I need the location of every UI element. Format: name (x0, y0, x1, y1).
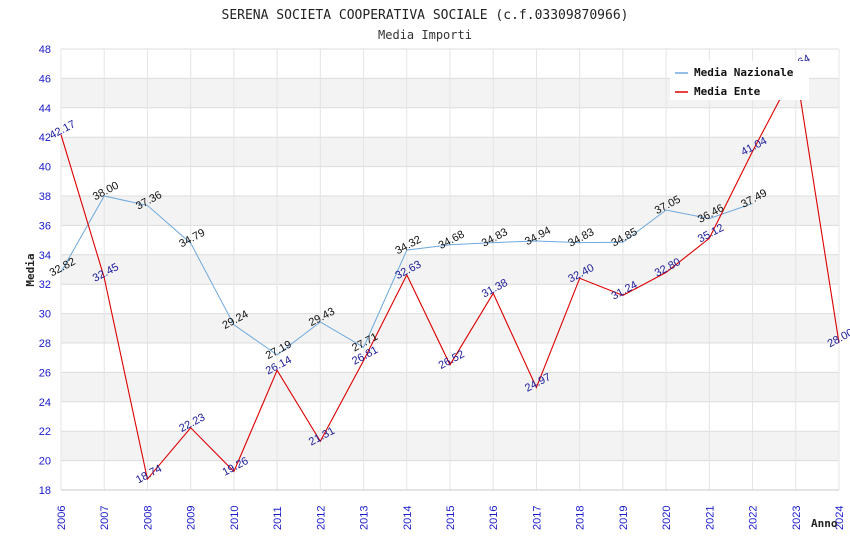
y-tick-label: 20 (39, 456, 51, 468)
legend-label-ente: Media Ente (694, 85, 761, 98)
series-group (60, 67, 840, 481)
y-tick-label: 40 (39, 162, 51, 174)
y-tick-label: 34 (39, 250, 51, 262)
x-tick-label: 2008 (142, 506, 154, 530)
x-tick-label: 2009 (186, 506, 198, 530)
x-axis-title: Anno (811, 517, 838, 530)
legend: Media Nazionale Media Ente (670, 61, 809, 100)
x-tick-label: 2021 (704, 506, 716, 530)
x-tick-label: 2013 (359, 506, 371, 530)
series-line-nazionale (60, 195, 753, 356)
data-label-ente: 18.74 (134, 463, 164, 487)
y-tick-label: 22 (39, 426, 51, 438)
legend-label-nazionale: Media Nazionale (694, 66, 794, 79)
chart-title: SERENA SOCIETA COOPERATIVA SOCIALE (c.f.… (222, 8, 629, 23)
x-tick-label: 2017 (531, 506, 543, 530)
data-label-ente: 26.52 (437, 348, 467, 372)
y-tick-label: 44 (39, 103, 51, 115)
x-tick-label: 2007 (99, 506, 111, 530)
x-tick-label: 2011 (272, 506, 284, 530)
x-tick-label: 2019 (618, 506, 630, 530)
x-tick-label: 2014 (402, 506, 414, 530)
y-tick-label: 42 (39, 132, 51, 144)
grid (60, 48, 840, 491)
y-tick-label: 46 (39, 73, 51, 85)
series-line-ente (60, 67, 840, 481)
x-tick-label: 2024 (834, 506, 846, 530)
y-tick-label: 48 (39, 44, 51, 56)
legend-box (670, 61, 809, 100)
y-tick-label: 36 (39, 220, 51, 232)
x-tick-label: 2023 (791, 506, 803, 530)
data-label-nazionale: 34.83 (480, 226, 510, 250)
y-tick-label: 32 (39, 279, 51, 291)
data-label-nazionale: 34.68 (437, 228, 467, 252)
x-tick-label: 2022 (748, 506, 760, 530)
x-tick-label: 2006 (56, 506, 68, 530)
data-label-nazionale: 34.94 (523, 225, 553, 249)
data-label-nazionale: 34.85 (610, 226, 640, 250)
chart-subtitle: Media Importi (378, 28, 472, 42)
x-tick-label: 2010 (229, 506, 241, 530)
y-axis-title: Media (24, 253, 37, 286)
x-tick-label: 2016 (488, 506, 500, 530)
x-tick-label: 2018 (575, 506, 587, 530)
y-tick-label: 26 (39, 367, 51, 379)
y-tick-label: 28 (39, 338, 51, 350)
data-label-nazionale: 34.83 (566, 226, 596, 250)
y-tick-label: 38 (39, 191, 51, 203)
x-axis-ticks: 2006 2007 2008 2009 2010 2011 2012 2013 2014 2015… (56, 506, 846, 530)
y-axis-ticks: 18 20 22 24 26 28 30 32 34 36 38 40 42 44 46 48 (39, 44, 51, 497)
x-tick-label: 2012 (315, 506, 327, 530)
y-tick-label: 30 (39, 309, 51, 321)
y-tick-label: 24 (39, 397, 51, 409)
x-tick-label: 2015 (445, 506, 457, 530)
y-tick-label: 18 (39, 485, 51, 497)
data-label-nazionale: 34.32 (393, 234, 423, 258)
x-tick-label: 2020 (661, 506, 673, 530)
